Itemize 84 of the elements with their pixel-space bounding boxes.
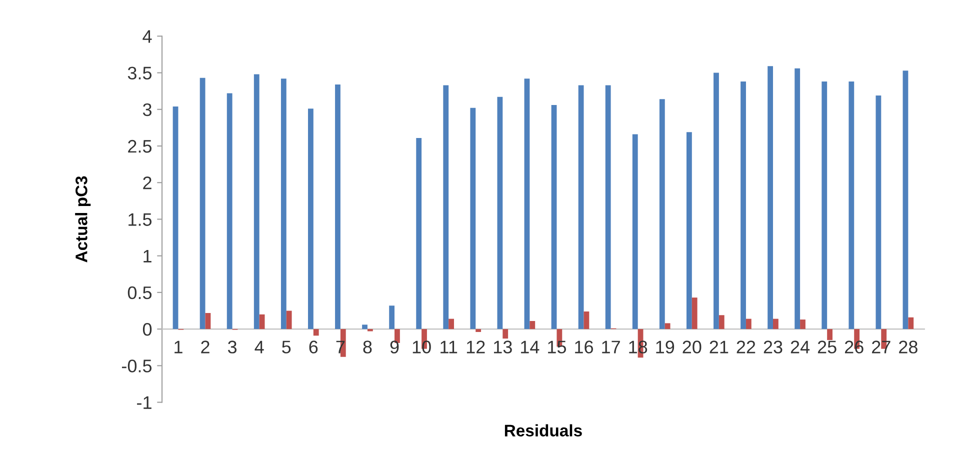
- x-tick-label: 16: [575, 340, 594, 354]
- x-tick-label: 17: [602, 340, 620, 354]
- bar: [740, 82, 746, 330]
- x-tick-label: 27: [872, 340, 890, 354]
- bar: [746, 318, 752, 330]
- bar: [389, 306, 395, 330]
- x-tick-label: 11: [440, 340, 458, 354]
- x-tick-label: 2: [201, 340, 210, 354]
- bar: [822, 82, 828, 330]
- bar: [200, 78, 206, 330]
- y-tick-label: 2: [143, 176, 152, 190]
- x-tick-label: 5: [282, 340, 291, 354]
- bar: [632, 134, 638, 330]
- bar: [362, 324, 368, 330]
- y-tick-label: 1.5: [128, 213, 152, 226]
- bar: [476, 329, 482, 332]
- x-tick-label: 14: [521, 340, 540, 354]
- x-tick-label: 24: [790, 340, 810, 354]
- bar: [659, 99, 665, 330]
- bar: [908, 317, 914, 330]
- bar: [286, 310, 292, 330]
- y-tick-label: 1: [144, 250, 152, 262]
- x-tick-label: 8: [363, 340, 372, 354]
- x-axis-title: Residuals: [504, 424, 582, 436]
- bar: [448, 318, 454, 330]
- bar: [226, 93, 232, 330]
- bar: [902, 70, 908, 330]
- bar: [578, 85, 584, 330]
- bar: [876, 95, 882, 330]
- x-tick-label: 9: [390, 340, 399, 354]
- y-tick-label: 0.5: [128, 286, 152, 300]
- bar: [692, 298, 698, 330]
- y-tick-label: -1: [137, 396, 152, 409]
- bar: [416, 138, 422, 330]
- bar: [308, 108, 314, 330]
- y-tick-label: 3.5: [128, 66, 152, 80]
- bar: [502, 329, 508, 339]
- x-tick-label: 13: [494, 340, 512, 354]
- x-tick-label: 22: [736, 340, 756, 354]
- bar: [530, 321, 536, 330]
- x-tick-label: 3: [228, 340, 237, 354]
- x-tick-label: 4: [254, 340, 264, 354]
- bar: [773, 318, 778, 330]
- bar: [254, 74, 260, 330]
- y-tick-label: 0: [142, 322, 152, 336]
- x-tick-label: 1: [174, 340, 182, 354]
- bar: [686, 132, 692, 330]
- x-tick-label: 23: [764, 340, 782, 354]
- bar: [470, 108, 476, 330]
- bar: [551, 104, 557, 330]
- bar: [313, 329, 319, 336]
- x-tick-label: 25: [818, 340, 836, 354]
- y-tick-label: 4: [142, 30, 152, 43]
- bar: [768, 66, 774, 330]
- x-tick-label: 28: [899, 340, 918, 354]
- bar: [497, 96, 503, 330]
- y-tick-label: 2.5: [128, 140, 152, 153]
- bar: [794, 68, 800, 330]
- y-tick-label: -0.5: [122, 360, 152, 372]
- x-tick-label: 19: [656, 340, 674, 354]
- x-tick-label: 10: [412, 340, 431, 354]
- x-tick-label: 15: [548, 340, 566, 354]
- bar: [714, 72, 719, 330]
- bar: [718, 315, 724, 330]
- bar: [664, 323, 670, 330]
- bar: [280, 78, 286, 330]
- x-tick-label: 12: [466, 340, 485, 354]
- bar: [800, 320, 806, 330]
- y-tick-label: 3: [142, 103, 152, 116]
- bar: [205, 312, 211, 330]
- y-axis-title: Actual pC3: [75, 176, 91, 262]
- bar: [335, 84, 340, 330]
- bar: [259, 314, 265, 330]
- bar: [524, 78, 530, 330]
- x-tick-label: 26: [844, 340, 864, 354]
- bar: [443, 85, 449, 330]
- x-tick-label: 6: [309, 340, 318, 354]
- bar: [848, 82, 854, 330]
- bar: [605, 85, 611, 330]
- bar: [827, 329, 832, 340]
- x-tick-label: 20: [682, 340, 702, 354]
- bar: [172, 106, 178, 330]
- x-tick-label: 21: [710, 340, 728, 354]
- bar: [584, 311, 590, 330]
